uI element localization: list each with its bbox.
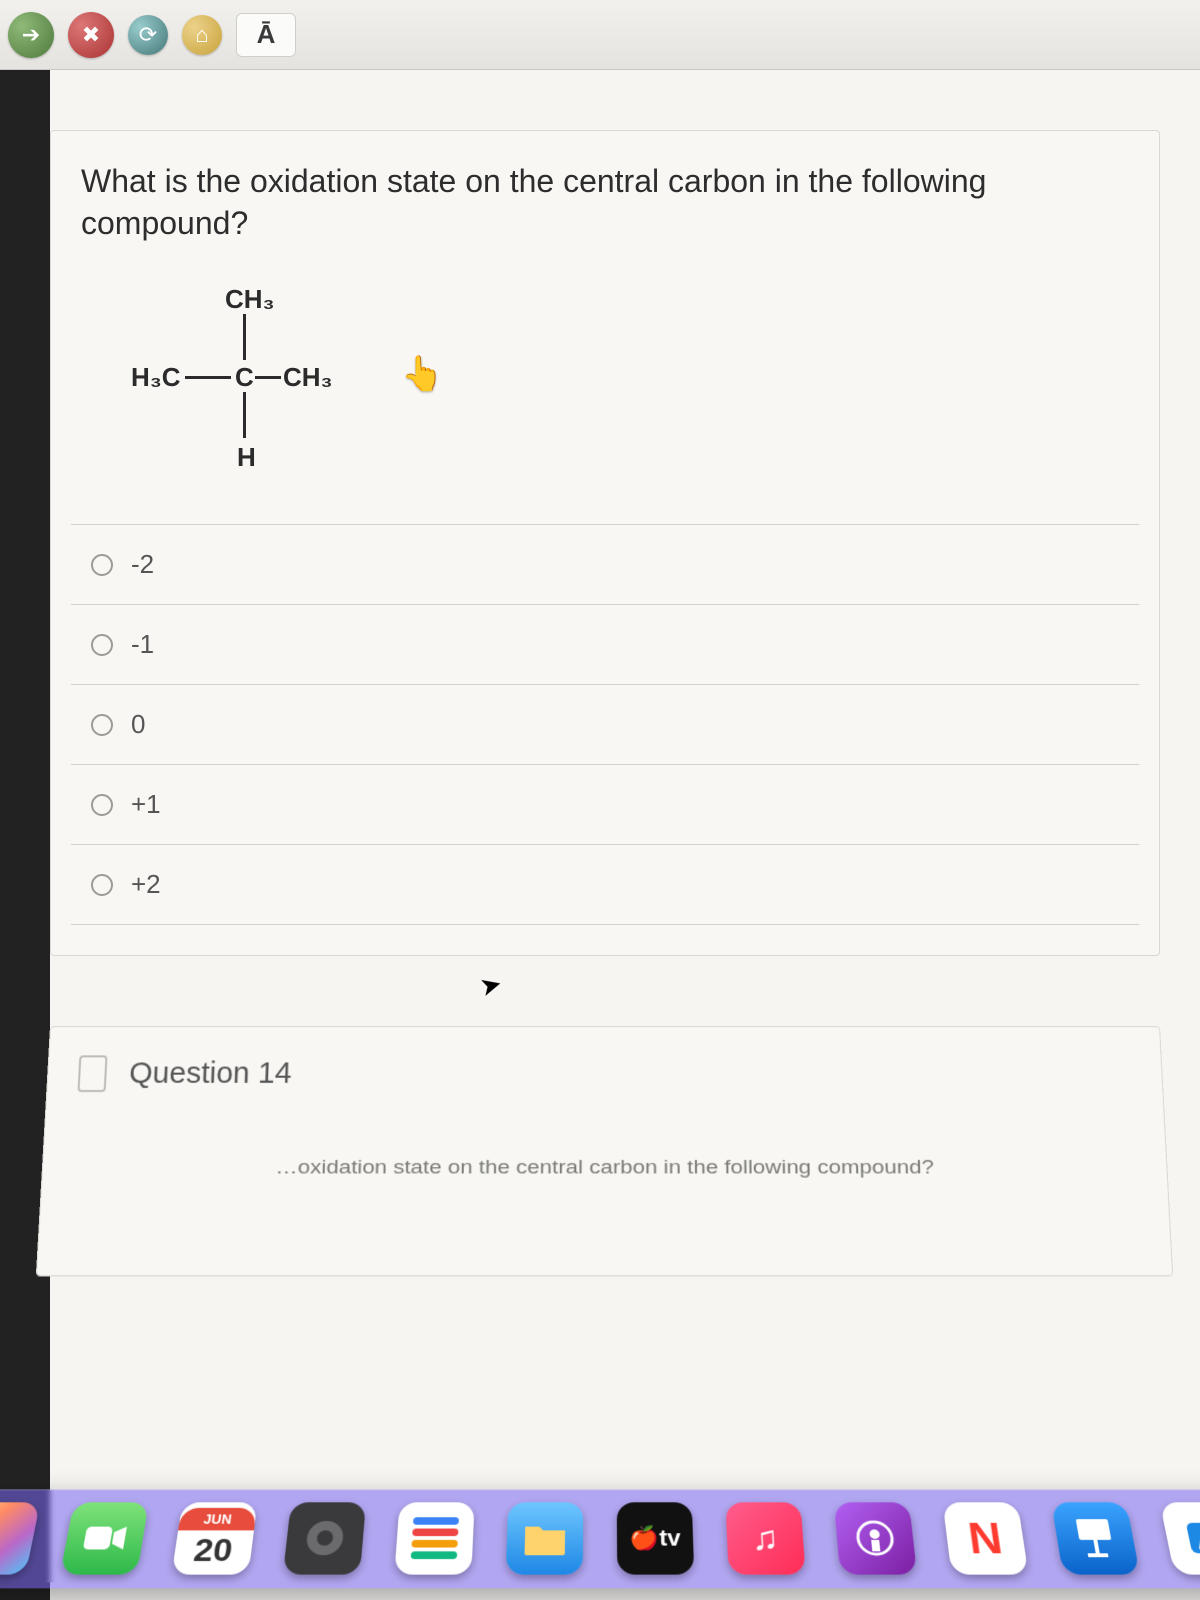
radio-icon [91,874,113,896]
bond-top [243,314,246,360]
calendar-day: 20 [192,1530,235,1569]
camera-icon [83,1525,128,1552]
dock-facetime[interactable] [60,1502,149,1574]
forward-button[interactable]: ➔ [8,12,54,58]
dock-keynote[interactable] [1051,1502,1140,1574]
dock-appletv[interactable]: 🍎tv [617,1502,694,1574]
bond-right [255,376,281,379]
stop-button[interactable]: ✖ [68,12,114,58]
mol-center: C [235,362,254,393]
dock-xcode[interactable] [1160,1502,1200,1574]
bond-bottom [243,392,246,438]
option-label: +1 [131,789,161,820]
mol-bottom: H [237,442,256,473]
option-label: 0 [131,709,145,740]
next-question-subtext: …oxidation state on the central carbon i… [73,1156,1137,1179]
radio-icon [91,554,113,576]
radio-icon [91,634,113,656]
reload-button[interactable]: ⟳ [128,15,168,55]
dock-music[interactable]: ♫ [725,1502,805,1574]
calendar-month: JUN [178,1507,257,1530]
question-card: What is the oxidation state on the centr… [50,130,1160,956]
flag-question-button[interactable] [77,1056,107,1093]
dock-photos[interactable] [0,1502,40,1574]
music-icon: ♫ [750,1518,779,1558]
folder-icon [523,1521,568,1555]
arrow-cursor-icon: ➤ [476,968,505,1004]
option-row[interactable]: +2 [71,844,1139,925]
question-prompt: What is the oxidation state on the centr… [51,131,1159,284]
option-row[interactable]: +1 [71,764,1139,844]
dock-calendar[interactable]: JUN 20 [171,1502,257,1574]
mol-right: CH₃ [283,362,333,393]
dock-news[interactable]: N [943,1502,1029,1574]
dock-podcasts[interactable] [834,1502,917,1574]
hammer-icon [1179,1517,1200,1559]
tv-label: 🍎tv [629,1524,681,1552]
option-row[interactable]: -1 [71,604,1139,684]
bond-left [185,376,231,379]
option-row[interactable]: 0 [71,684,1139,764]
keynote-icon [1071,1517,1118,1559]
address-bar-stub[interactable]: Ā [236,13,296,57]
option-label: -1 [131,629,154,660]
browser-toolbar: ➔ ✖ ⟳ ⌂ Ā [0,0,1200,70]
home-button[interactable]: ⌂ [182,15,222,55]
reminders-icon [410,1513,459,1562]
address-text: Ā [257,19,276,50]
option-label: -2 [131,549,154,580]
option-row[interactable]: -2 [71,524,1139,604]
molecule-structure: CH₃ H₃C C CH₃ H 👆 [131,284,391,484]
radio-icon [91,714,113,736]
hand-cursor-icon: 👆 [401,354,443,394]
options-list: -2 -1 0 +1 +2 [71,524,1139,925]
page-content: What is the oxidation state on the centr… [50,70,1200,1600]
macos-dock: JUN 20 🍎tv ♫ N [0,1489,1200,1588]
next-question-card: Question 14 …oxidation state on the cent… [36,1026,1173,1276]
dock-files[interactable] [506,1502,583,1574]
dock-settings[interactable] [283,1502,366,1574]
dock-reminders[interactable] [394,1502,474,1574]
option-label: +2 [131,869,161,900]
mol-left: H₃C [131,362,181,393]
news-icon: N [965,1513,1005,1564]
gear-icon [299,1515,352,1561]
radio-icon [91,794,113,816]
podcast-icon [853,1519,897,1557]
mol-top: CH₃ [225,284,275,315]
next-question-title: Question 14 [128,1057,292,1091]
